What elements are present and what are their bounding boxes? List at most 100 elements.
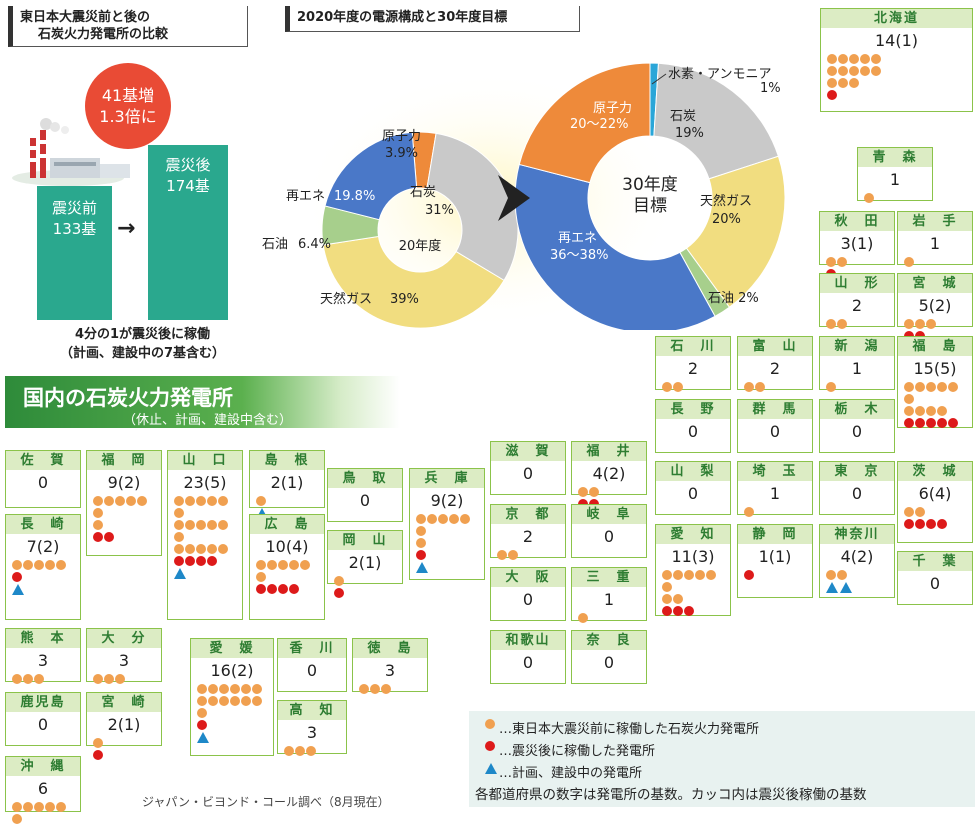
label-2030-oil: 石油 2% xyxy=(708,291,759,306)
orange-dot-icon xyxy=(416,514,426,524)
plant-markers xyxy=(738,442,812,444)
orange-dot-icon xyxy=(218,496,228,506)
prefecture-name: 山 形 xyxy=(820,274,894,293)
plant-markers xyxy=(87,671,161,685)
orange-dot-icon xyxy=(860,54,870,64)
label-2020-nuclear: 原子力 xyxy=(382,129,421,144)
orange-dot-icon xyxy=(185,520,195,530)
prefecture-name: 鹿児島 xyxy=(6,693,80,712)
orange-dot-icon xyxy=(860,66,870,76)
value-2020-renew: 19.8% xyxy=(334,189,375,204)
orange-dot-icon xyxy=(578,487,588,497)
prefecture-count: 2 xyxy=(769,359,781,378)
plant-markers xyxy=(820,504,894,506)
orange-dot-icon xyxy=(827,54,837,64)
orange-dot-icon xyxy=(837,570,847,580)
label-2020-coal: 石炭 xyxy=(410,185,436,200)
red-dot-icon xyxy=(673,606,683,616)
orange-dot-icon xyxy=(370,684,380,694)
orange-dot-icon xyxy=(744,507,754,517)
orange-dot-icon xyxy=(449,514,459,524)
blue-triangle-icon xyxy=(826,582,838,593)
prefecture-name: 大 阪 xyxy=(491,568,565,587)
prefecture-count: 0 xyxy=(687,422,699,441)
comparison-note: 4分の1が震災後に稼働 （計画、建設中の7基含む） xyxy=(59,327,226,361)
prefecture-count: 3 xyxy=(306,723,318,742)
prefecture-count: 0 xyxy=(929,574,941,593)
prefecture-name: 長 野 xyxy=(656,400,730,419)
prefecture-name: 静 岡 xyxy=(738,525,812,544)
prefecture-box: 石 川 2 xyxy=(655,336,731,392)
prefecture-box: 沖 縄 6 xyxy=(5,756,81,824)
orange-dot-icon xyxy=(174,532,184,542)
donut-2020-center: 20年度 xyxy=(399,238,442,254)
blue-triangle-icon xyxy=(256,508,268,519)
prefecture-name: 神奈川 xyxy=(820,525,894,544)
label-2020-renew: 再エネ xyxy=(286,189,325,204)
prefecture-count: 0 xyxy=(769,422,781,441)
plant-markers xyxy=(87,735,161,761)
orange-dot-icon xyxy=(826,570,836,580)
orange-dot-icon xyxy=(937,406,947,416)
prefecture-count: 9(2) xyxy=(107,473,141,492)
orange-dot-icon xyxy=(267,560,277,570)
red-dot-icon xyxy=(915,519,925,529)
orange-dot-icon xyxy=(208,696,218,706)
orange-dot-icon xyxy=(915,319,925,329)
energy-mix-title: 2020年度の電源構成と30年度目標 xyxy=(285,6,580,32)
orange-dot-icon xyxy=(12,814,22,824)
prefecture-name: 青 森 xyxy=(858,148,932,167)
prefecture-box: 静 岡 1(1) xyxy=(737,524,813,598)
prefecture-box: 愛 知 11(3) xyxy=(655,524,731,616)
prefecture-name: 徳 島 xyxy=(353,639,427,658)
prefecture-count: 0 xyxy=(522,464,534,483)
blue-triangle-icon xyxy=(197,732,209,743)
orange-dot-icon xyxy=(427,514,437,524)
prefecture-count: 10(4) xyxy=(265,537,309,556)
prefecture-box: 群 馬 0 xyxy=(737,399,813,453)
label-2030-lng: 天然ガス xyxy=(700,193,752,209)
orange-dot-icon xyxy=(93,508,103,518)
prefecture-box: 新 潟 1 xyxy=(819,336,895,392)
prefecture-count: 0 xyxy=(851,484,863,503)
orange-dot-icon xyxy=(915,507,925,517)
prefecture-name: 熊 本 xyxy=(6,629,80,648)
prefecture-name: 島 根 xyxy=(250,451,324,470)
orange-dot-icon xyxy=(196,544,206,554)
prefecture-name: 石 川 xyxy=(656,337,730,356)
donut-2030-center-1: 30年度 xyxy=(622,175,678,195)
plant-markers xyxy=(191,681,273,743)
plant-markers xyxy=(572,673,646,675)
orange-dot-icon xyxy=(56,802,66,812)
orange-dot-icon xyxy=(684,570,694,580)
red-dot-icon xyxy=(948,418,958,428)
prefecture-name: 滋 賀 xyxy=(491,442,565,461)
orange-dot-icon xyxy=(849,54,859,64)
orange-dot-icon xyxy=(673,594,683,604)
prefecture-count: 5(2) xyxy=(918,296,952,315)
arrow-right-icon xyxy=(498,175,530,221)
prefecture-count: 6(4) xyxy=(918,484,952,503)
orange-dot-icon xyxy=(197,696,207,706)
orange-dot-icon xyxy=(460,514,470,524)
plant-markers xyxy=(820,316,894,330)
red-dot-icon xyxy=(12,572,22,582)
orange-dot-icon xyxy=(438,514,448,524)
orange-dot-icon xyxy=(34,802,44,812)
prefecture-name: 岩 手 xyxy=(898,212,972,231)
orange-dot-icon xyxy=(12,674,22,684)
prefecture-box: 神奈川 4(2) xyxy=(819,524,895,598)
value-2020-nuclear: 3.9% xyxy=(385,146,418,161)
prefecture-name: 大 分 xyxy=(87,629,161,648)
plant-markers xyxy=(410,511,484,573)
orange-dot-icon xyxy=(241,696,251,706)
orange-dot-icon xyxy=(381,684,391,694)
value-2030-renew: 36～38% xyxy=(550,248,608,263)
prefecture-count: 0 xyxy=(37,715,49,734)
orange-dot-icon xyxy=(23,674,33,684)
prefecture-box: 東 京 0 xyxy=(819,461,895,515)
prefecture-name: 茨 城 xyxy=(898,462,972,481)
plant-markers xyxy=(353,681,427,695)
plant-markers xyxy=(738,567,812,581)
slice-2020-4 xyxy=(324,131,418,221)
